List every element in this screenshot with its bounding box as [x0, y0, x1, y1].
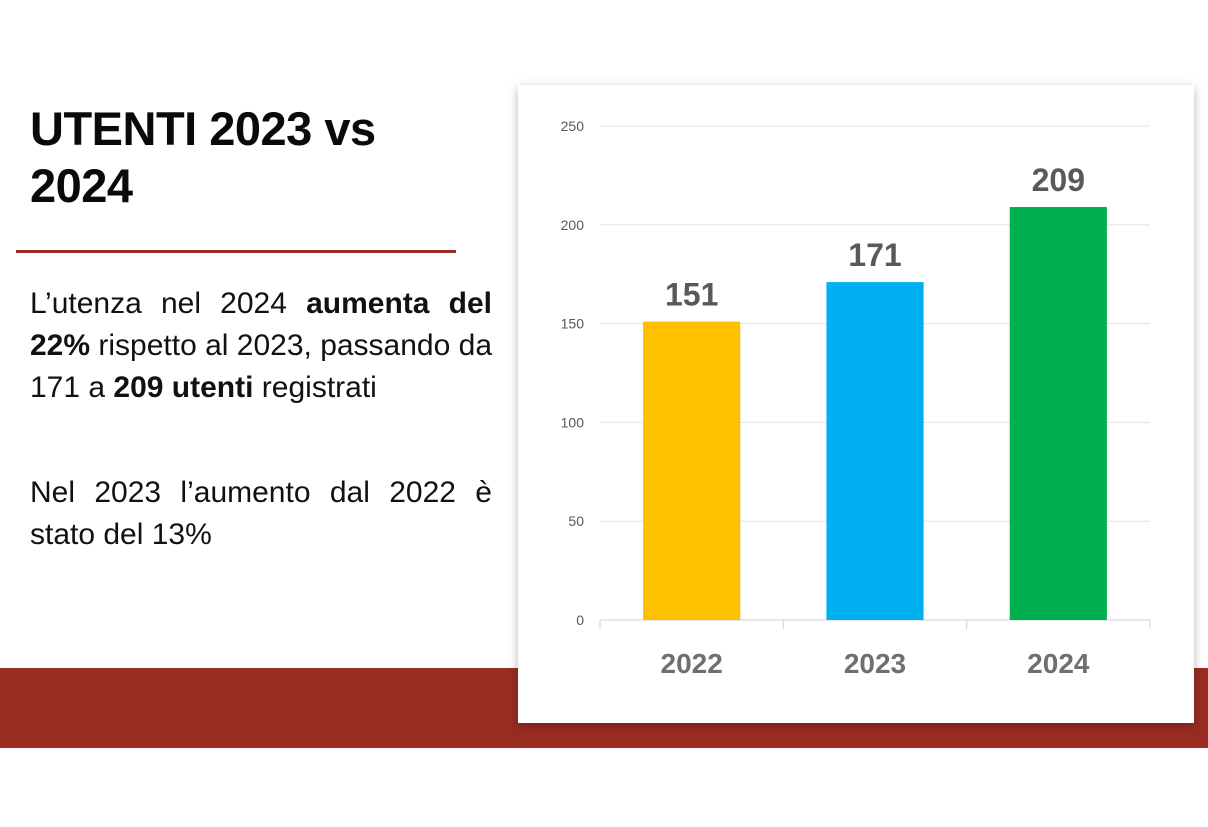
bar-2023: [826, 282, 924, 620]
p1-text-1: L’utenza nel 2024: [30, 287, 307, 320]
p1-bold-2: 209 utenti: [113, 371, 254, 404]
title-divider: [16, 250, 456, 253]
bar-2022: [643, 321, 741, 620]
y-tick-label-0: 0: [576, 612, 584, 628]
y-tick-label-150: 150: [561, 316, 585, 332]
chart-card: 0 50 100 150 200 250 151 2022 171 2023 209 2024: [518, 85, 1194, 723]
data-label-2022: 151: [665, 277, 718, 313]
p1-bold-1: aumenta del 22%: [30, 287, 492, 362]
y-tick-label-50: 50: [568, 513, 584, 529]
paragraph-growth-2024: L’utenza nel 2024 aumenta del 22% rispet…: [30, 283, 492, 409]
data-label-2023: 171: [848, 237, 901, 273]
paragraph-growth-2023: Nel 2023 l’aumento dal 2022 è stato del …: [30, 476, 492, 551]
bar-2024: [1009, 207, 1107, 620]
y-tick-label-100: 100: [561, 414, 585, 430]
slide-title: UTENTI 2023 vs 2024: [30, 102, 376, 212]
p1-text-3: registrati: [253, 371, 377, 404]
y-tick-label-250: 250: [561, 118, 585, 134]
data-label-2024: 209: [1032, 162, 1085, 198]
p1-text-2: rispetto al 2023, passando da 171 a: [30, 329, 492, 404]
bar-chart: 0 50 100 150 200 250 151 2022 171 2023 209 2024: [561, 118, 1151, 679]
x-tick-label-2023: 2023: [844, 648, 906, 679]
x-tick-label-2022: 2022: [661, 648, 723, 679]
y-tick-label-200: 200: [561, 217, 585, 233]
x-tick-label-2024: 2024: [1027, 648, 1090, 679]
